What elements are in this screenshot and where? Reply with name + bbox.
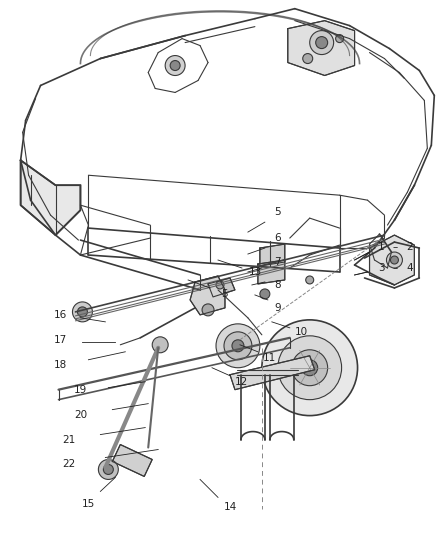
- Polygon shape: [260, 244, 285, 266]
- Circle shape: [292, 350, 328, 386]
- Polygon shape: [21, 160, 81, 235]
- Circle shape: [302, 360, 318, 376]
- Text: 10: 10: [295, 327, 308, 337]
- Polygon shape: [370, 235, 414, 285]
- Circle shape: [310, 30, 334, 54]
- Polygon shape: [288, 21, 355, 76]
- Circle shape: [278, 336, 342, 400]
- Text: 18: 18: [54, 360, 67, 370]
- Text: 17: 17: [54, 335, 67, 345]
- Circle shape: [152, 337, 168, 353]
- Circle shape: [72, 302, 92, 322]
- Text: 11: 11: [263, 353, 276, 363]
- Circle shape: [260, 289, 270, 299]
- Text: 1: 1: [378, 242, 385, 252]
- Circle shape: [390, 256, 399, 264]
- Circle shape: [282, 340, 298, 356]
- Polygon shape: [190, 276, 225, 315]
- Text: 4: 4: [406, 263, 413, 273]
- Text: 6: 6: [275, 233, 281, 243]
- Text: 5: 5: [222, 289, 228, 299]
- Circle shape: [336, 35, 343, 43]
- Circle shape: [165, 55, 185, 76]
- Text: 7: 7: [275, 257, 281, 267]
- Text: –: –: [393, 242, 398, 252]
- Circle shape: [216, 324, 260, 368]
- Circle shape: [224, 332, 252, 360]
- Polygon shape: [230, 356, 314, 390]
- Circle shape: [306, 276, 314, 284]
- Text: 9: 9: [275, 303, 281, 313]
- Text: 12: 12: [235, 377, 248, 387]
- Text: 14: 14: [223, 503, 237, 512]
- Circle shape: [170, 61, 180, 70]
- Text: –: –: [393, 263, 398, 273]
- Circle shape: [216, 281, 224, 289]
- Circle shape: [303, 53, 313, 63]
- Circle shape: [78, 307, 88, 317]
- Circle shape: [262, 320, 357, 416]
- Text: 22: 22: [62, 459, 75, 470]
- Text: 3: 3: [378, 263, 385, 273]
- Text: 21: 21: [62, 434, 75, 445]
- Circle shape: [202, 304, 214, 316]
- Polygon shape: [112, 445, 152, 477]
- Text: 5: 5: [275, 207, 281, 217]
- Circle shape: [103, 464, 113, 474]
- Circle shape: [99, 459, 118, 480]
- Text: 20: 20: [74, 410, 87, 419]
- Text: 16: 16: [54, 310, 67, 320]
- Polygon shape: [258, 260, 285, 284]
- Text: 19: 19: [74, 385, 87, 394]
- Text: 8: 8: [275, 280, 281, 290]
- Polygon shape: [208, 278, 235, 297]
- Circle shape: [316, 37, 328, 49]
- Text: 13: 13: [249, 267, 262, 277]
- Circle shape: [232, 340, 244, 352]
- Circle shape: [386, 252, 403, 268]
- Text: 2: 2: [406, 242, 413, 252]
- Text: 15: 15: [82, 499, 95, 510]
